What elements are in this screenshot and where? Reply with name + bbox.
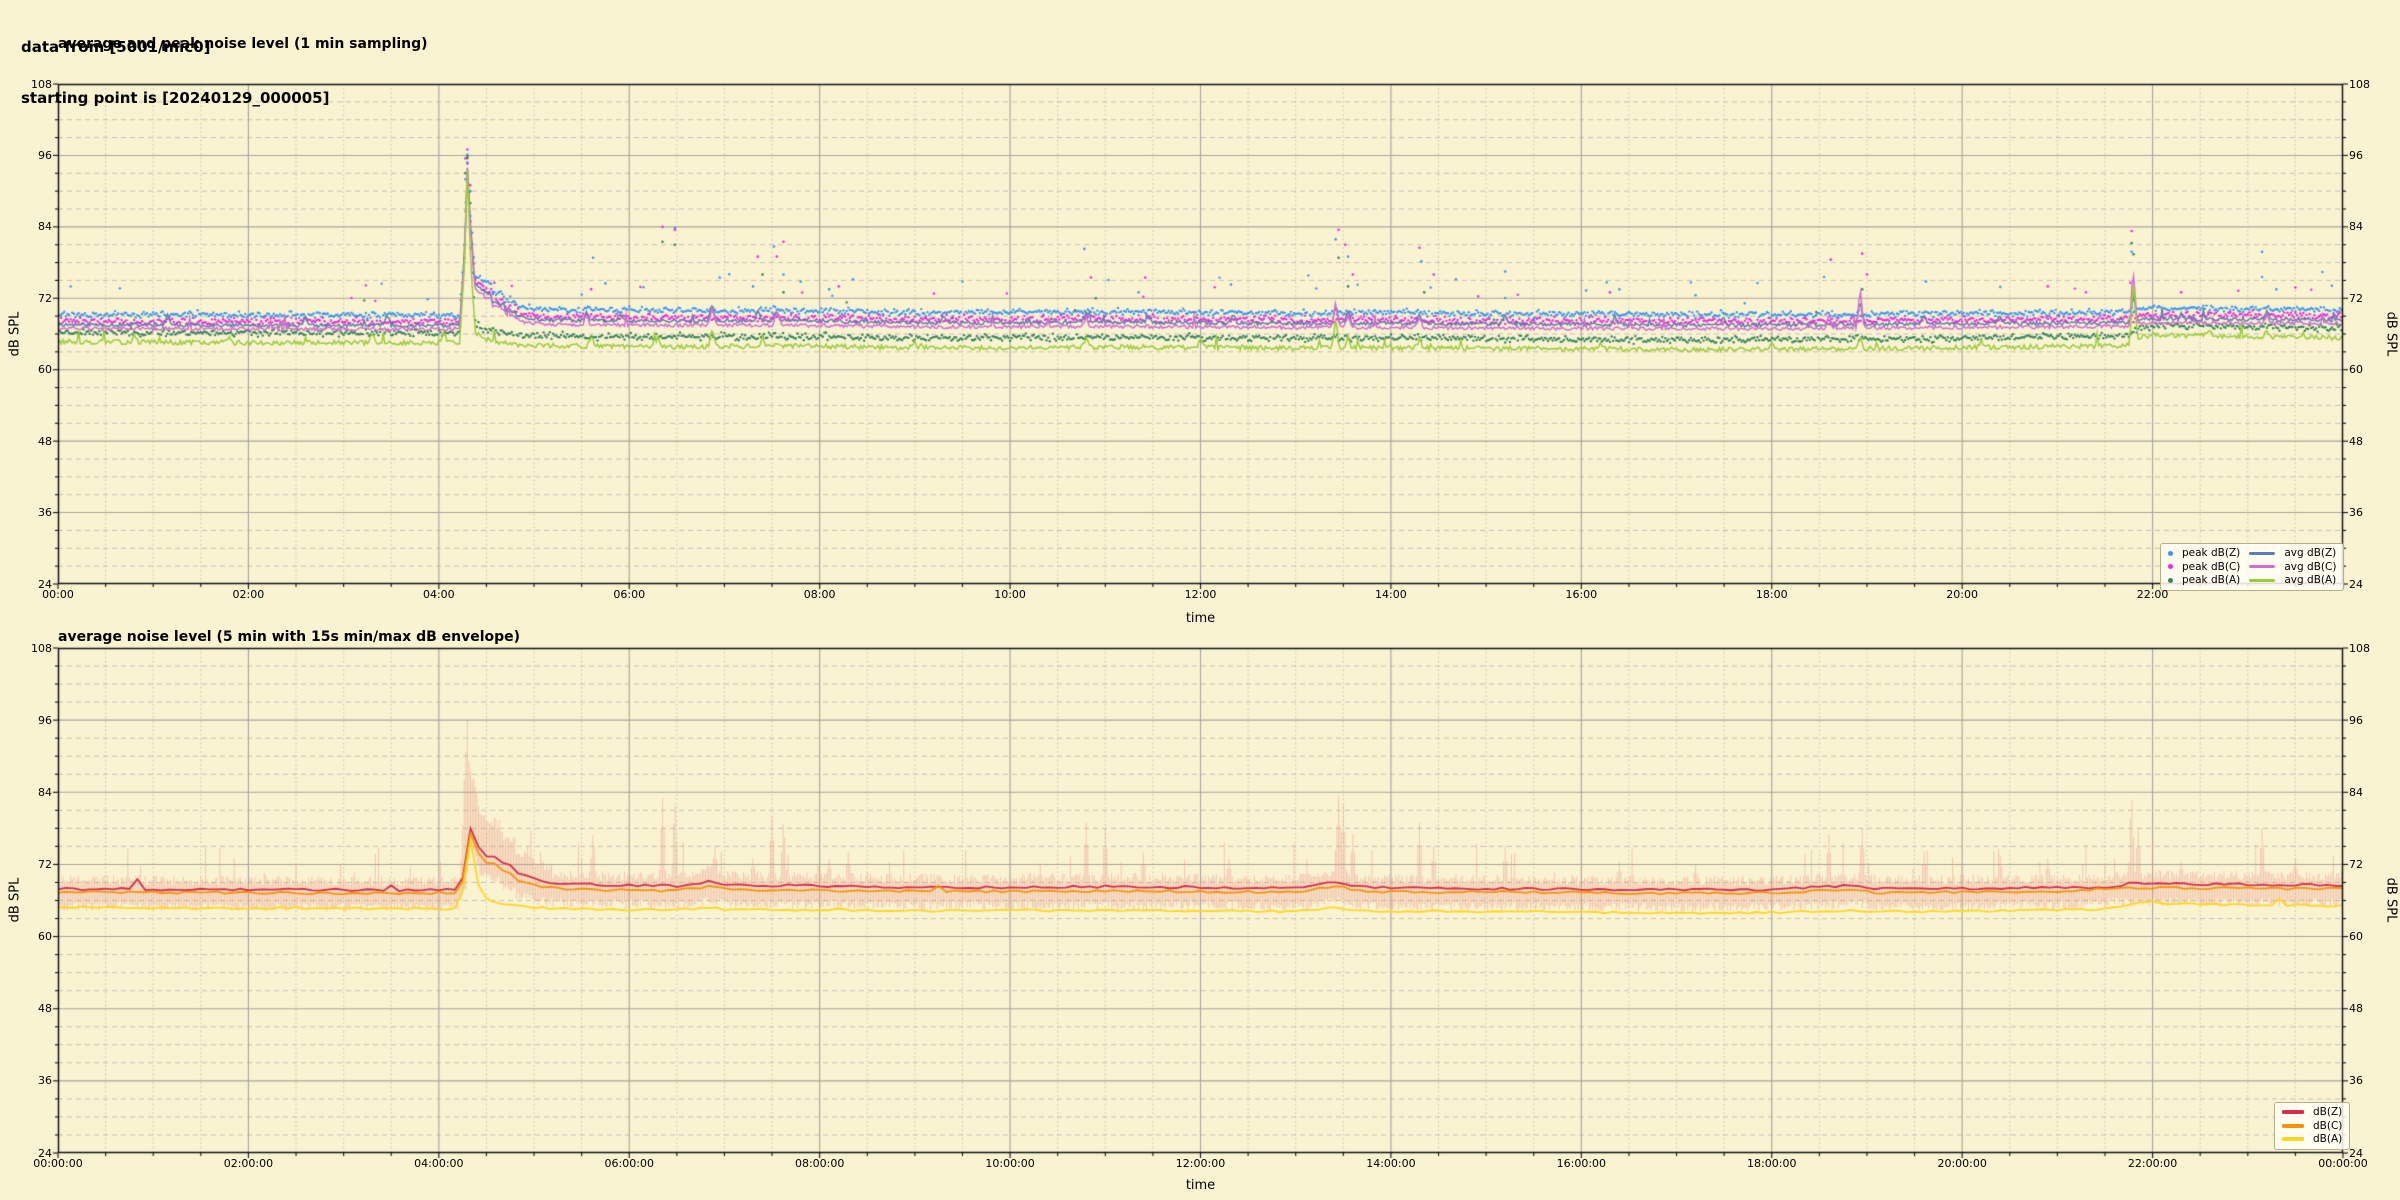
chart-1-xtick: 00:00:00 xyxy=(33,1157,83,1170)
chart-1-xtick: 10:00:00 xyxy=(985,1157,1035,1170)
legend-peak-marker-icon xyxy=(2168,577,2173,583)
chart-1-ytick-left: 72 xyxy=(38,857,52,871)
legend-line-icon xyxy=(2282,1137,2304,1142)
legend-label: dB(C) xyxy=(2313,1119,2343,1132)
chart-1-ytick-right: 24 xyxy=(2349,1146,2363,1160)
chart-1-xtick: 06:00:00 xyxy=(604,1157,654,1170)
legend-peak-marker-icon xyxy=(2168,564,2173,570)
legend-peak-marker-icon xyxy=(2168,550,2173,556)
chart-0-ytick-left: 48 xyxy=(38,434,52,448)
chart-1-xtick: 04:00:00 xyxy=(414,1157,464,1170)
chart-top-title: average and peak noise level (1 min samp… xyxy=(58,36,428,52)
legend-line-icon xyxy=(2282,1123,2304,1128)
chart-0-xtick: 22:00 xyxy=(2136,588,2169,601)
chart-1-xtick: 12:00:00 xyxy=(1175,1157,1226,1170)
header: data from [5001/mic0] starting point is … xyxy=(21,5,329,141)
chart-1-xtick: 22:00:00 xyxy=(2127,1157,2178,1170)
chart-1-ytick-left: 24 xyxy=(38,1146,52,1160)
chart-0-xtick: 08:00 xyxy=(803,588,836,601)
legend-peak-label: peak dB(A) xyxy=(2182,574,2241,586)
chart-bottom-legend: dB(Z) dB(C) dB(A) xyxy=(2274,1102,2351,1150)
chart-1-ytick-right: 36 xyxy=(2349,1074,2363,1088)
chart-1-ytick-right: 96 xyxy=(2349,713,2363,727)
legend-avg-label: avg dB(Z) xyxy=(2284,547,2337,559)
chart-0-xtick: 06:00 xyxy=(613,588,646,601)
legend-peak-label: peak dB(Z) xyxy=(2182,547,2241,559)
chart-1-ytick-left: 84 xyxy=(38,785,52,799)
chart-1-xtick: 08:00:00 xyxy=(794,1157,845,1170)
chart-1-ytick-left: 48 xyxy=(38,1002,52,1016)
chart-0-ytick-right: 84 xyxy=(2349,220,2363,234)
header-line-2: starting point is [20240129_000005] xyxy=(21,89,330,107)
chart-0-xtick: 16:00 xyxy=(1565,588,1598,601)
legend-label: dB(A) xyxy=(2313,1133,2343,1145)
chart-0-ytick-right: 24 xyxy=(2349,577,2363,591)
chart-0-ytick-left: 84 xyxy=(38,220,52,234)
legend-peak-label: peak dB(C) xyxy=(2182,560,2241,573)
chart-0-xtick: 02:00 xyxy=(232,588,265,601)
chart-0-xtick: 20:00 xyxy=(1946,588,1979,601)
chart-0-ytick-right: 96 xyxy=(2349,148,2363,162)
chart-0-ytick-left: 96 xyxy=(38,148,52,162)
chart-bottom-xlabel: time xyxy=(1185,1178,1216,1193)
chart-0-ytick-left: 108 xyxy=(31,77,52,91)
chart-1-xtick: 00:00:00 xyxy=(2318,1157,2368,1170)
chart-1-ytick-right: 60 xyxy=(2349,930,2363,944)
chart-0-xtick: 14:00 xyxy=(1375,588,1407,601)
chart-1-xtick: 20:00:00 xyxy=(1937,1157,1987,1170)
chart-bottom-title: average noise level (5 min with 15s min/… xyxy=(58,629,521,645)
chart-0-ytick-right: 72 xyxy=(2349,291,2363,305)
chart-0-xtick: 12:00 xyxy=(1184,588,1217,601)
chart-1-ytick-left: 108 xyxy=(31,641,52,655)
chart-1-xtick: 02:00:00 xyxy=(223,1157,274,1170)
chart-1-ytick-left: 96 xyxy=(38,713,52,727)
chart-0-xtick: 00:00 xyxy=(42,588,74,601)
chart-1-ytick-left: 36 xyxy=(38,1074,52,1088)
chart-0-xtick: 04:00 xyxy=(422,588,455,601)
chart-top-ylabel-right: dB SPL xyxy=(2383,311,2399,357)
chart-0-ytick-right: 48 xyxy=(2349,434,2363,448)
chart-1-ytick-right: 108 xyxy=(2349,641,2370,655)
legend-avg-line-icon xyxy=(2249,565,2276,569)
legend-avg-line-icon xyxy=(2249,551,2276,555)
legend-avg-label: avg dB(A) xyxy=(2284,574,2337,586)
chart-bottom-ylabel-right: dB SPL xyxy=(2383,877,2399,923)
chart-0-ytick-right: 36 xyxy=(2349,506,2363,520)
chart-0-xtick: 18:00 xyxy=(1755,588,1788,601)
chart-1-ytick-right: 48 xyxy=(2349,1002,2363,1016)
chart-1-ytick-right: 84 xyxy=(2349,785,2363,799)
legend-avg-label: avg dB(C) xyxy=(2284,560,2337,573)
legend-line-icon xyxy=(2282,1110,2304,1115)
chart-0-ytick-left: 72 xyxy=(38,291,52,305)
chart-0-xtick: 10:00 xyxy=(994,588,1026,601)
chart-1-xtick: 16:00:00 xyxy=(1556,1157,1607,1170)
legend-avg-line-icon xyxy=(2249,578,2276,582)
chart-0-ytick-right: 60 xyxy=(2349,363,2363,377)
chart-top-legend: peak dB(Z) avg dB(Z) peak dB(C) avg dB(C) pe… xyxy=(2160,543,2345,591)
header-line-1: data from [5001/mic0] xyxy=(21,38,211,56)
chart-1-xtick: 14:00:00 xyxy=(1366,1157,1416,1170)
chart-1-xtick: 18:00:00 xyxy=(1747,1157,1797,1170)
legend-label: dB(Z) xyxy=(2313,1106,2343,1118)
chart-bottom-ylabel-left: dB SPL xyxy=(7,877,23,923)
chart-0-ytick-right: 108 xyxy=(2349,77,2370,91)
chart-1-ytick-right: 72 xyxy=(2349,857,2363,871)
chart-top-xlabel: time xyxy=(1185,611,1216,626)
chart-top-ylabel-left: dB SPL xyxy=(7,311,23,357)
chart-1-ytick-left: 60 xyxy=(38,930,52,944)
chart-0-ytick-left: 60 xyxy=(38,363,52,377)
chart-0-ytick-left: 24 xyxy=(38,577,52,591)
chart-0-ytick-left: 36 xyxy=(38,506,52,520)
